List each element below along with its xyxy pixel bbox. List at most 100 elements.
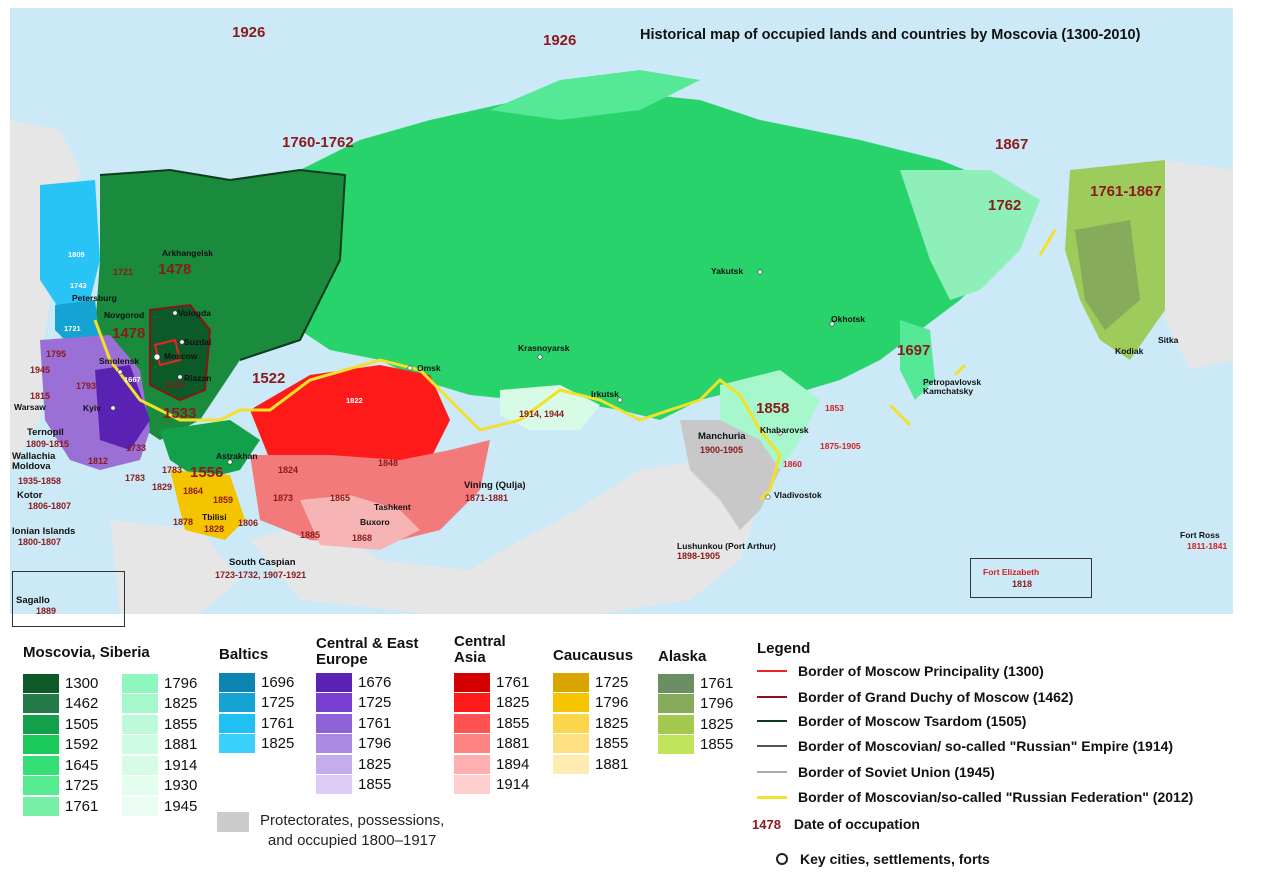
city-label: Kodiak [1115, 346, 1144, 356]
region-years: 1898-1905 [677, 551, 721, 561]
line-sample [757, 771, 787, 773]
legend-year: 1825 [700, 715, 734, 733]
ukraine-dark-purple [95, 365, 150, 450]
legend-year: 1725 [595, 673, 629, 691]
region-years: 1806-1807 [28, 501, 72, 511]
legend-line-item: Border of Moscow Principality (1300) [757, 663, 1044, 679]
city-marker [172, 310, 178, 316]
legend-item: 1930 [122, 776, 197, 797]
caucasus [170, 470, 245, 540]
city-label: Omsk [417, 363, 441, 373]
swatch [658, 714, 694, 734]
legend-item: 1761 [219, 713, 294, 734]
legend-item: 1855 [553, 734, 628, 755]
region-name: South Caspian [229, 557, 296, 568]
city-label: Petersburg [72, 293, 117, 303]
mongolia-light [500, 385, 600, 430]
small-year: 1873 [273, 493, 294, 503]
baltics [55, 300, 100, 345]
city-marker [407, 365, 413, 371]
region-years: 1935-1858 [18, 476, 62, 486]
small-year: 1864 [183, 486, 204, 496]
legend-item: 1725 [219, 693, 294, 714]
city-circle-icon [776, 853, 788, 865]
city-marker [179, 339, 185, 345]
region-name: Fort Elizabeth [983, 567, 1040, 577]
legend-year: 1855 [700, 736, 734, 754]
legend-item: 1825 [454, 693, 529, 714]
legend-item: 1825 [553, 713, 628, 734]
legend-item: 1725 [316, 693, 391, 714]
small-year: 1795 [46, 349, 67, 359]
land-north-america [1165, 160, 1233, 370]
small-year: 1783 [125, 473, 146, 483]
legend-item: 1462 [23, 694, 98, 715]
kamchatka [900, 320, 935, 400]
legend-year: 1761 [261, 714, 295, 732]
legend-year: 1300 [65, 674, 99, 692]
city-marker [117, 369, 123, 375]
year-label: 1926 [232, 24, 266, 41]
legend-column: 1761 1796 1825 1855 [658, 673, 733, 755]
legend-item: 1855 [316, 775, 391, 796]
legend-year: 1505 [65, 715, 99, 733]
year-label: 1867 [995, 136, 1029, 153]
swatch [454, 734, 490, 754]
legend-column: 1676 1725 1761 1796 1825 1855 [316, 672, 391, 795]
city-label: Khabarovsk [760, 425, 809, 435]
legend-group-title: Caucausus [553, 647, 634, 664]
legend-item: 1761 [454, 672, 529, 693]
legend-item: 1914 [454, 775, 529, 796]
city-label: Kyiv [83, 403, 101, 413]
legend-item: 1855 [658, 735, 733, 756]
far-east-light [900, 170, 1040, 300]
city-marker [829, 321, 835, 327]
swatch [122, 755, 158, 775]
occupation-label: Date of occupation [793, 816, 920, 832]
legend-line-item: Border of Soviet Union (1945) [757, 764, 995, 780]
legend-year: 1881 [595, 755, 629, 773]
land-south-asia [250, 460, 760, 614]
year-label: 1761-1867 [1090, 183, 1162, 200]
legend-item: 1796 [553, 693, 628, 714]
border-2012 [93, 319, 782, 502]
legend-item: 1825 [658, 714, 733, 735]
manchuria-grey [680, 420, 780, 530]
legend-item: 1881 [122, 735, 197, 756]
small-year: 1806 [238, 518, 259, 528]
city-label: Novgorod [104, 310, 145, 320]
small-year: 1733 [126, 443, 147, 453]
city-label: Tashkent [374, 502, 411, 512]
legend-year: 1796 [164, 674, 198, 692]
line-label: Border of Soviet Union (1945) [798, 764, 995, 780]
legend-year: 1914 [496, 776, 530, 794]
legend-column: 1761 1825 1855 1881 1894 1914 [454, 672, 529, 795]
year-label: 1926 [543, 32, 577, 49]
city-marker [177, 374, 183, 380]
region-name: Fort Ross [1180, 530, 1220, 540]
city-label: Vologda [178, 308, 211, 318]
small-year: 1667 [124, 375, 141, 384]
swatch [658, 735, 694, 755]
swatch [454, 775, 490, 795]
swatch [219, 734, 255, 754]
protectorate-line: Protectorates, possessions, [260, 812, 445, 829]
swatch [316, 775, 352, 795]
legend-year: 1881 [164, 736, 198, 754]
legend-year: 1761 [65, 797, 99, 815]
amur-region [720, 370, 820, 470]
city-label: Astrakhan [216, 451, 258, 461]
swatch [23, 735, 59, 755]
city-label: Riazan [184, 373, 212, 383]
legend-item: 1761 [23, 796, 98, 817]
small-year: 1721 [64, 324, 81, 333]
swatch [316, 713, 352, 733]
legend-year: 1914 [164, 756, 198, 774]
small-year: 1829 [152, 482, 173, 492]
city-label: Moscow [164, 351, 198, 361]
legend-year: 1696 [261, 673, 295, 691]
legend-year: 1855 [164, 715, 198, 733]
year-label: 1478 [158, 261, 192, 278]
city-label: Irkutsk [591, 389, 619, 399]
